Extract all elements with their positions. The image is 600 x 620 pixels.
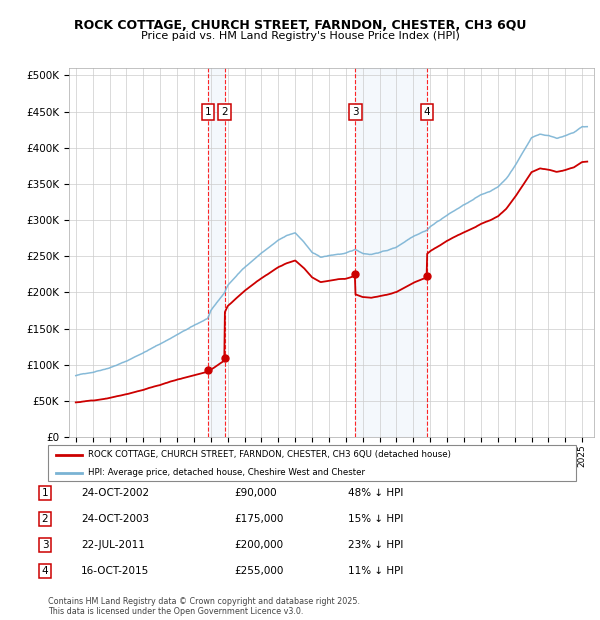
Text: £175,000: £175,000 bbox=[234, 514, 283, 524]
Text: 15% ↓ HPI: 15% ↓ HPI bbox=[348, 514, 403, 524]
Text: 4: 4 bbox=[41, 566, 49, 576]
Bar bbox=[208, 68, 224, 437]
Text: 24-OCT-2002: 24-OCT-2002 bbox=[81, 488, 149, 498]
Text: Contains HM Land Registry data © Crown copyright and database right 2025.: Contains HM Land Registry data © Crown c… bbox=[48, 597, 360, 606]
Text: 3: 3 bbox=[352, 107, 359, 117]
Text: This data is licensed under the Open Government Licence v3.0.: This data is licensed under the Open Gov… bbox=[48, 607, 304, 616]
Text: 23% ↓ HPI: 23% ↓ HPI bbox=[348, 540, 403, 550]
Text: 2: 2 bbox=[221, 107, 228, 117]
Text: ROCK COTTAGE, CHURCH STREET, FARNDON, CHESTER, CH3 6QU (detached house): ROCK COTTAGE, CHURCH STREET, FARNDON, CH… bbox=[88, 450, 451, 459]
Text: 3: 3 bbox=[41, 540, 49, 550]
Text: £90,000: £90,000 bbox=[234, 488, 277, 498]
Text: HPI: Average price, detached house, Cheshire West and Chester: HPI: Average price, detached house, Ches… bbox=[88, 468, 365, 477]
Text: 4: 4 bbox=[424, 107, 430, 117]
Text: £255,000: £255,000 bbox=[234, 566, 283, 576]
Text: 48% ↓ HPI: 48% ↓ HPI bbox=[348, 488, 403, 498]
Text: 2: 2 bbox=[41, 514, 49, 524]
Text: 1: 1 bbox=[41, 488, 49, 498]
Text: 11% ↓ HPI: 11% ↓ HPI bbox=[348, 566, 403, 576]
Text: ROCK COTTAGE, CHURCH STREET, FARNDON, CHESTER, CH3 6QU: ROCK COTTAGE, CHURCH STREET, FARNDON, CH… bbox=[74, 19, 526, 32]
Text: £200,000: £200,000 bbox=[234, 540, 283, 550]
Bar bbox=[355, 68, 427, 437]
Text: 1: 1 bbox=[205, 107, 211, 117]
Text: 16-OCT-2015: 16-OCT-2015 bbox=[81, 566, 149, 576]
Text: 22-JUL-2011: 22-JUL-2011 bbox=[81, 540, 145, 550]
Text: 24-OCT-2003: 24-OCT-2003 bbox=[81, 514, 149, 524]
Text: Price paid vs. HM Land Registry's House Price Index (HPI): Price paid vs. HM Land Registry's House … bbox=[140, 31, 460, 41]
